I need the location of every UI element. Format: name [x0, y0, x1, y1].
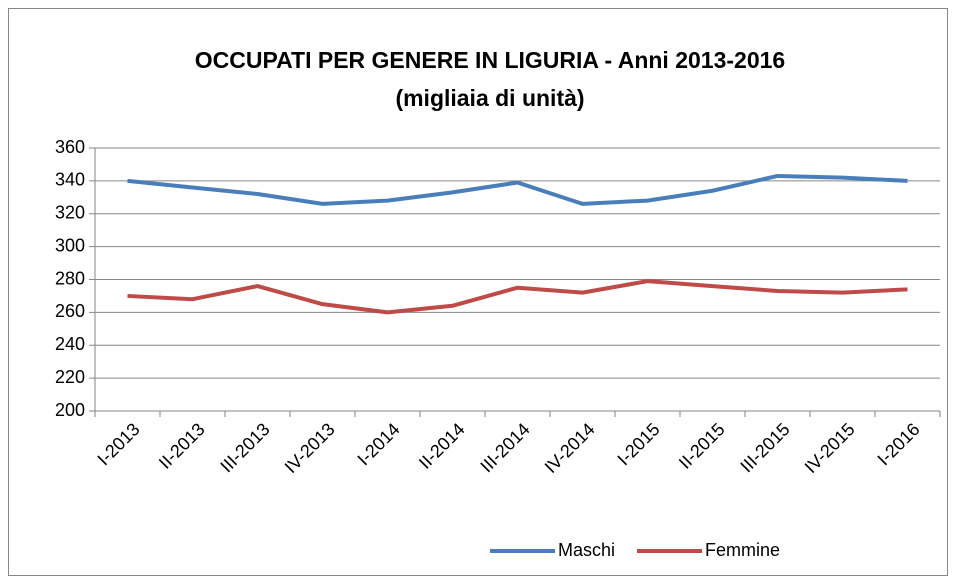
y-tick-label: 240	[55, 334, 85, 354]
y-tick-label: 340	[55, 170, 85, 190]
y-tick-label: 280	[55, 268, 85, 288]
legend-label: Femmine	[705, 540, 780, 560]
y-tick-label: 220	[55, 367, 85, 387]
y-tick-label: 360	[55, 137, 85, 157]
chart-title: OCCUPATI PER GENERE IN LIGURIA - Anni 20…	[195, 47, 785, 73]
legend-label: Maschi	[558, 540, 615, 560]
y-tick-label: 200	[55, 400, 85, 420]
y-tick-label: 260	[55, 301, 85, 321]
line-series	[127, 279, 908, 315]
y-tick-label: 300	[55, 235, 85, 255]
line-series	[127, 173, 908, 206]
y-tick-label: 320	[55, 203, 85, 223]
chart-subtitle: (migliaia di unità)	[395, 85, 584, 111]
